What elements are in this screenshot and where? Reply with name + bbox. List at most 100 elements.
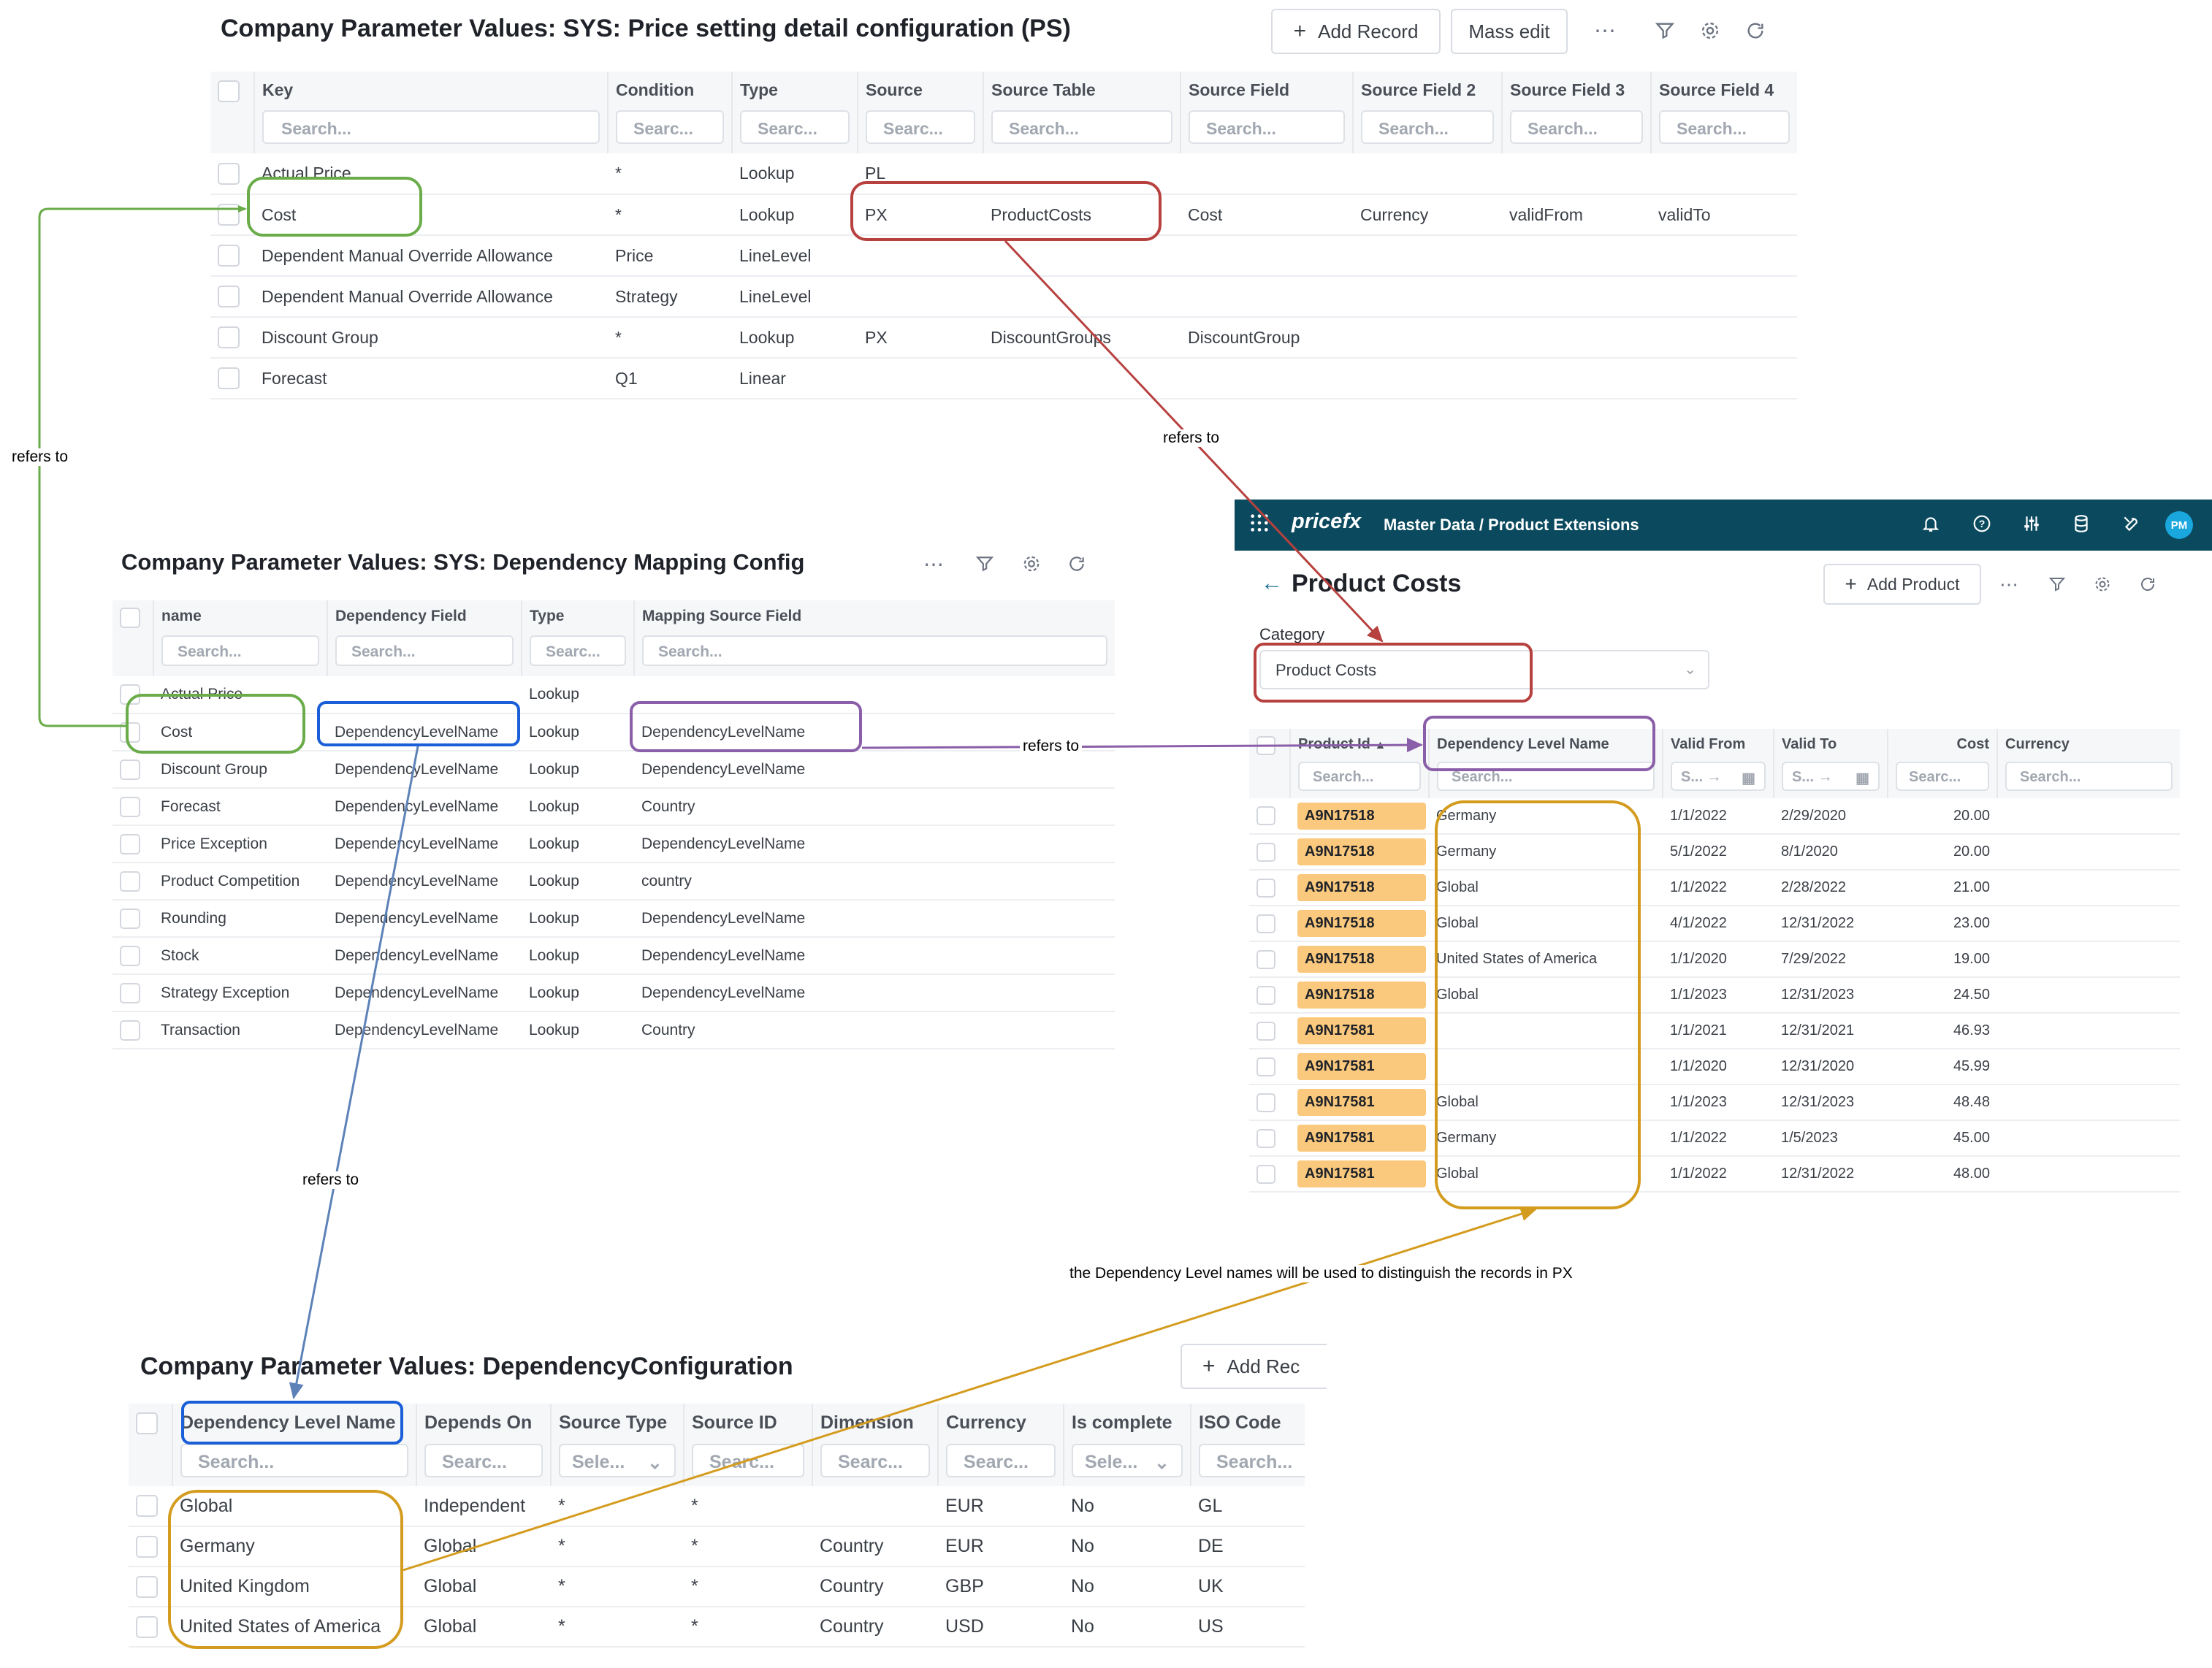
- dc-row-checkbox[interactable]: [136, 1575, 158, 1598]
- ps-table-row[interactable]: Forecast Q1 Linear: [210, 358, 1797, 399]
- ps-table-row[interactable]: Discount Group * Lookup PX DiscountGroups Dis…: [210, 317, 1797, 359]
- ps-condition-search[interactable]: Searc...: [616, 110, 724, 144]
- pc-table-row[interactable]: A9N17518 Germany 5/1/2022 8/1/2020 20.00: [1249, 834, 2180, 871]
- pc-valid-from-search[interactable]: S... → ▦: [1671, 762, 1766, 791]
- pc-table-row[interactable]: A9N17518 United States of America 1/1/2020…: [1249, 941, 2180, 978]
- dc-row-checkbox[interactable]: [136, 1615, 158, 1638]
- ps-table-row[interactable]: Dependent Manual Override Allowance Strat…: [210, 276, 1797, 318]
- pc-table-row[interactable]: A9N17581 Germany 1/1/2022 1/5/2023 45.00: [1249, 1120, 2180, 1157]
- tools-icon[interactable]: [2121, 514, 2143, 536]
- pc-row-checkbox[interactable]: [1256, 806, 1275, 825]
- pc-row-checkbox[interactable]: [1256, 1093, 1275, 1112]
- pc-add-product-button[interactable]: + Add Product: [1823, 564, 1981, 605]
- dc-dimension-search[interactable]: Searc...: [820, 1444, 930, 1477]
- pc-row-checkbox[interactable]: [1256, 1021, 1275, 1041]
- ps-row-checkbox[interactable]: [218, 162, 240, 185]
- pc-row-checkbox[interactable]: [1256, 1128, 1275, 1148]
- pc-table-row[interactable]: A9N17518 Germany 1/1/2022 2/29/2020 20.00: [1249, 798, 2180, 835]
- pc-breadcrumb[interactable]: Master Data / Product Extensions: [1384, 516, 1639, 534]
- pc-row-checkbox[interactable]: [1256, 914, 1275, 933]
- avatar[interactable]: PM: [2165, 511, 2193, 539]
- ps-add-record-button[interactable]: + Add Record: [1271, 9, 1441, 54]
- dc-select-all-checkbox[interactable]: [136, 1412, 158, 1434]
- dm-name-search[interactable]: Search...: [161, 635, 319, 666]
- dm-table-row[interactable]: Transaction DependencyLevelName Lookup Coun…: [112, 1011, 1115, 1049]
- ps-select-all-checkbox[interactable]: [218, 80, 240, 102]
- ps-filter-icon[interactable]: [1647, 15, 1683, 47]
- ps-row-checkbox[interactable]: [218, 286, 240, 307]
- pc-row-checkbox[interactable]: [1256, 878, 1275, 898]
- ps-source-field-search[interactable]: Search...: [1189, 110, 1345, 144]
- pc-category-select[interactable]: Product Costs ⌄: [1259, 650, 1709, 689]
- dm-more-icon[interactable]: ⋯: [923, 552, 944, 575]
- dc-currency-search[interactable]: Searc...: [946, 1444, 1056, 1477]
- dm-row-checkbox[interactable]: [120, 871, 140, 892]
- pc-table-row[interactable]: A9N17581 Global 1/1/2022 12/31/2022 48.00: [1249, 1156, 2180, 1193]
- pc-row-checkbox[interactable]: [1256, 1164, 1275, 1184]
- dc-source-type-select[interactable]: Sele... ⌄: [559, 1444, 676, 1477]
- pc-row-checkbox[interactable]: [1256, 985, 1275, 1005]
- help-icon[interactable]: ?: [1972, 514, 1994, 536]
- dm-dependency-field-search[interactable]: Search...: [335, 635, 514, 666]
- ps-table-row[interactable]: Actual Price * Lookup PL: [210, 153, 1797, 195]
- pc-settings-icon[interactable]: [2088, 570, 2117, 599]
- pc-product-id-search[interactable]: Search...: [1298, 762, 1421, 791]
- dm-table-row[interactable]: Strategy Exception DependencyLevelName Loo…: [112, 974, 1115, 1012]
- dm-row-checkbox[interactable]: [120, 796, 140, 817]
- pc-row-checkbox[interactable]: [1256, 949, 1275, 969]
- dc-row-checkbox[interactable]: [136, 1535, 158, 1558]
- pc-table-row[interactable]: A9N17518 Global 4/1/2022 12/31/2022 23.00: [1249, 906, 2180, 942]
- dm-table-row[interactable]: Discount Group DependencyLevelName Lookup D…: [112, 751, 1115, 789]
- ps-mass-edit-button[interactable]: Mass edit: [1451, 9, 1568, 54]
- dm-table-row[interactable]: Forecast DependencyLevelName Lookup Country: [112, 788, 1115, 826]
- pc-row-checkbox[interactable]: [1256, 842, 1275, 862]
- apps-grid-icon[interactable]: [1249, 513, 1274, 537]
- ps-row-checkbox[interactable]: [218, 367, 240, 389]
- dm-row-checkbox[interactable]: [120, 833, 140, 854]
- ps-refresh-icon[interactable]: [1737, 15, 1774, 47]
- ps-settings-icon[interactable]: [1692, 15, 1728, 47]
- ps-more-icon[interactable]: ⋯: [1594, 18, 1616, 43]
- pc-select-all-checkbox[interactable]: [1256, 736, 1275, 755]
- pc-cost-search[interactable]: Searc...: [1896, 762, 1989, 791]
- ps-row-checkbox[interactable]: [218, 326, 240, 348]
- dm-mapping-source-field-search[interactable]: Search...: [642, 635, 1107, 666]
- pc-table-row[interactable]: A9N17581 1/1/2021 12/31/2021 46.93: [1249, 1013, 2180, 1049]
- ps-source-table-search[interactable]: Search...: [991, 110, 1172, 144]
- ps-type-search[interactable]: Searc...: [740, 110, 850, 144]
- dm-filter-icon[interactable]: [969, 549, 1001, 578]
- dm-table-row[interactable]: Actual Price Lookup: [112, 676, 1115, 714]
- dm-table-row[interactable]: Price Exception DependencyLevelName Lookup…: [112, 825, 1115, 863]
- dm-table-row[interactable]: Cost DependencyLevelName Lookup DependencyL…: [112, 714, 1115, 751]
- dm-table-row[interactable]: Rounding DependencyLevelName Lookup Depende…: [112, 900, 1115, 938]
- back-arrow-icon[interactable]: ←: [1261, 571, 1283, 595]
- pc-table-row[interactable]: A9N17518 Global 1/1/2022 2/28/2022 21.00: [1249, 870, 2180, 906]
- dm-row-checkbox[interactable]: [120, 759, 140, 780]
- bell-icon[interactable]: [1921, 514, 1943, 536]
- pc-filter-icon[interactable]: [2043, 570, 2072, 599]
- pc-col-product-id-label[interactable]: Product Id ▲: [1298, 736, 1421, 753]
- dc-row-checkbox[interactable]: [136, 1495, 158, 1518]
- dm-table-row[interactable]: Product Competition DependencyLevelName Lo…: [112, 862, 1115, 900]
- dm-settings-icon[interactable]: [1015, 549, 1048, 578]
- pc-table-row[interactable]: A9N17518 Global 1/1/2023 12/31/2023 24.50: [1249, 977, 2180, 1014]
- dc-depends-on-search[interactable]: Searc...: [424, 1444, 543, 1477]
- pc-dependency-level-name-search[interactable]: Search...: [1437, 762, 1655, 791]
- ps-table-row[interactable]: Dependent Manual Override Allowance Price…: [210, 235, 1797, 277]
- ps-source-field-4-search[interactable]: Search...: [1659, 110, 1790, 144]
- pricefx-logo[interactable]: pricefx: [1292, 510, 1362, 533]
- dm-type-search[interactable]: Searc...: [530, 635, 626, 666]
- dc-table-row[interactable]: United Kingdom Global * * Country GBP No UK: [129, 1566, 1305, 1607]
- ps-table-row[interactable]: Cost * Lookup PX ProductCosts Cost Currency val…: [210, 194, 1797, 236]
- ps-source-search[interactable]: Searc...: [866, 110, 975, 144]
- ps-row-checkbox[interactable]: [218, 204, 240, 226]
- ps-key-search[interactable]: Search...: [262, 110, 600, 144]
- dc-add-record-button[interactable]: + Add Rec: [1181, 1344, 1327, 1389]
- dm-refresh-icon[interactable]: [1061, 549, 1093, 578]
- database-icon[interactable]: [2072, 514, 2094, 536]
- dm-table-row[interactable]: Stock DependencyLevelName Lookup Dependency…: [112, 937, 1115, 975]
- dm-row-checkbox[interactable]: [120, 945, 140, 966]
- pc-refresh-icon[interactable]: [2133, 570, 2162, 599]
- pc-table-row[interactable]: A9N17581 1/1/2020 12/31/2020 45.99: [1249, 1049, 2180, 1085]
- dm-select-all-checkbox[interactable]: [120, 608, 140, 628]
